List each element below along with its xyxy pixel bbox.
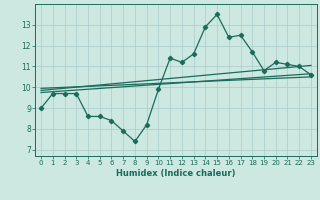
X-axis label: Humidex (Indice chaleur): Humidex (Indice chaleur) [116,169,236,178]
